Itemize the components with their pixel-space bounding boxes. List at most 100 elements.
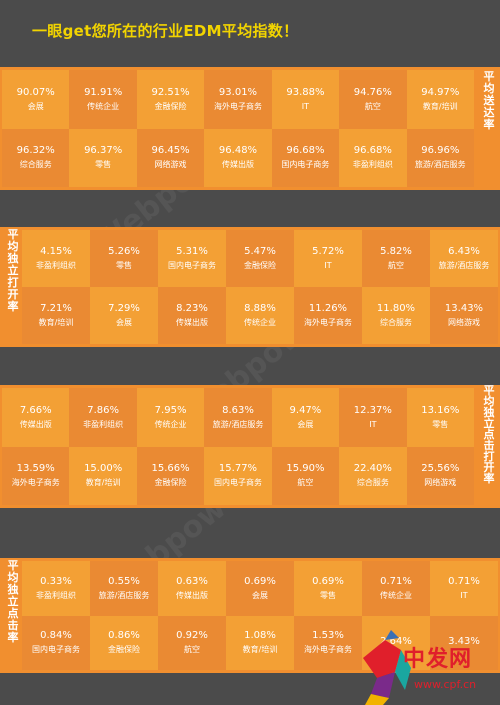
industry-label: IT — [324, 261, 332, 270]
metric-cell: 12.37% IT — [339, 388, 407, 447]
metric-grid: 90.07% 会展 91.91% 传统企业 92.51% 金融保险 93.01% 海外电子商务… — [2, 70, 474, 187]
metric-cell: 22.40% 综合服务 — [339, 446, 407, 505]
metric-value: 0.92% — [176, 630, 208, 642]
metric-cell: 90.07% 会展 — [2, 70, 70, 129]
industry-label: 传媒出版 — [176, 590, 208, 600]
metric-cell: 9.47% 会展 — [271, 388, 340, 447]
metric-value: 0.55% — [108, 575, 140, 587]
metric-value: 1.08% — [244, 630, 276, 642]
page-title: 一眼get您所在的行业EDM平均指数！ — [32, 22, 299, 40]
metric-value: 94.76% — [353, 86, 392, 98]
metric-value: 12.37% — [353, 404, 392, 416]
metric-value: 13.16% — [421, 404, 460, 416]
metric-cell: 15.00% 教育/培训 — [69, 446, 137, 505]
metric-cell: 0.84% 国内电子商务 — [22, 615, 90, 670]
metric-value: 90.07% — [16, 86, 55, 98]
metric-grid: 4.15% 非盈利组织 5.26% 零售 5.31% 国内电子商务 5.47% 金融保险 5.7… — [22, 230, 498, 344]
metric-cell: 11.80% 综合服务 — [362, 287, 430, 344]
logo-url: www.cpf.cn — [414, 678, 477, 691]
metric-cell: 7.86% 非盈利组织 — [69, 388, 137, 447]
metric-value: 15.00% — [84, 463, 123, 475]
metric-cell: 96.96% 旅游/酒店服务 — [406, 128, 474, 187]
industry-label: 海外电子商务 — [304, 645, 352, 655]
industry-label: 旅游/酒店服务 — [414, 160, 466, 170]
metric-value: 7.66% — [19, 404, 52, 416]
metric-value: 7.29% — [108, 303, 140, 314]
metric-cell: 7.29% 会展 — [90, 287, 158, 344]
industry-label: 非盈利组织 — [36, 261, 76, 270]
industry-label: 教育/培训 — [85, 478, 121, 488]
metric-value: 96.45% — [151, 145, 190, 157]
section-open-rate: 平均独立打开率 4.15% 非盈利组织 5.26% 零售 5.31% 国内电子商务 5.47… — [0, 227, 500, 347]
industry-label: 零售 — [116, 261, 132, 270]
metric-cell: 96.48% 传媒出版 — [204, 128, 272, 187]
metric-cell: 0.33% 非盈利组织 — [22, 561, 90, 616]
industry-label: IT — [460, 590, 468, 600]
industry-label: 网络游戏 — [424, 478, 457, 488]
logo-graphic — [363, 630, 411, 705]
metric-value: 0.69% — [244, 575, 276, 587]
metric-value: 22.40% — [353, 463, 392, 475]
metric-value: 0.33% — [40, 575, 72, 587]
industry-label: IT — [369, 419, 377, 429]
metric-value: 5.26% — [108, 246, 140, 257]
industry-label: 海外电子商务 — [304, 318, 352, 327]
metric-value: 8.88% — [244, 303, 276, 314]
industry-label: 传媒出版 — [176, 318, 208, 327]
metric-value: 0.84% — [40, 630, 72, 642]
metric-value: 4.15% — [40, 246, 72, 257]
metric-value: 93.01% — [218, 86, 258, 98]
metric-cell: 5.47% 金融保险 — [226, 230, 294, 287]
metric-grid: 0.33% 非盈利组织 0.55% 旅游/酒店服务 0.63% 传媒出版 0.69% 会展 0.… — [22, 561, 498, 670]
industry-label: 网络游戏 — [154, 160, 187, 170]
industry-label: 综合服务 — [380, 318, 412, 327]
metric-cell: 8.23% 传媒出版 — [158, 287, 226, 344]
metric-value: 25.56% — [421, 463, 460, 475]
metric-value: 91.91% — [84, 86, 123, 98]
metric-cell: 7.66% 传媒出版 — [2, 388, 70, 447]
metric-value: 15.66% — [151, 463, 190, 475]
metric-value: 96.68% — [353, 145, 392, 157]
metric-value: 96.32% — [16, 145, 55, 157]
metric-value: 5.31% — [176, 246, 208, 257]
metric-cell: 94.97% 教育/培训 — [406, 70, 474, 129]
section-delivery-rate: 90.07% 会展 91.91% 传统企业 92.51% 金融保险 93.01% 海外电子商务… — [0, 67, 500, 190]
metric-value: 0.69% — [312, 575, 344, 587]
metric-cell: 0.69% 零售 — [294, 561, 362, 616]
metric-cell: 13.43% 网络游戏 — [430, 287, 498, 344]
industry-label: 海外电子商务 — [11, 478, 60, 488]
metric-value: 11.26% — [308, 303, 348, 314]
industry-label: 网络游戏 — [448, 318, 480, 327]
section-label: 平均送达率 — [483, 70, 495, 131]
metric-value: 5.47% — [244, 246, 276, 257]
metric-value: 13.59% — [16, 463, 55, 475]
metric-cell: 96.32% 综合服务 — [2, 128, 70, 187]
metric-value: 93.88% — [286, 86, 325, 98]
metric-value: 0.63% — [176, 575, 208, 587]
metric-value: 8.23% — [176, 303, 208, 314]
industry-label: 航空 — [184, 645, 200, 655]
metric-value: 92.51% — [151, 86, 190, 98]
industry-label: 金融保险 — [108, 645, 140, 655]
metric-value: 7.86% — [87, 404, 120, 416]
metric-value: 5.72% — [312, 246, 344, 257]
metric-value: 15.77% — [218, 463, 258, 475]
metric-value: 2.64% — [380, 636, 412, 648]
industry-label: 传统企业 — [154, 419, 187, 429]
industry-label: 传统企业 — [87, 101, 120, 111]
industry-label: 旅游/酒店服务 — [212, 419, 264, 429]
industry-label: 国内电子商务 — [168, 261, 216, 270]
metric-cell: 5.72% IT — [294, 230, 362, 287]
industry-label: 综合服务 — [356, 478, 389, 488]
section-label: 平均独立点击打开率 — [483, 384, 495, 485]
metric-cell: 13.59% 海外电子商务 — [2, 446, 70, 505]
metric-value: 15.90% — [286, 463, 325, 475]
metric-cell: 0.86% 金融保险 — [90, 615, 158, 670]
industry-label: 传媒出版 — [221, 160, 254, 170]
metric-cell: 0.69% 会展 — [226, 561, 294, 616]
industry-label: 会展 — [27, 101, 44, 111]
metric-cell: 15.90% 航空 — [271, 446, 340, 505]
industry-label: 零售 — [95, 160, 112, 170]
industry-label: 金融保险 — [154, 478, 187, 488]
metric-cell: 93.88% IT — [271, 70, 340, 129]
